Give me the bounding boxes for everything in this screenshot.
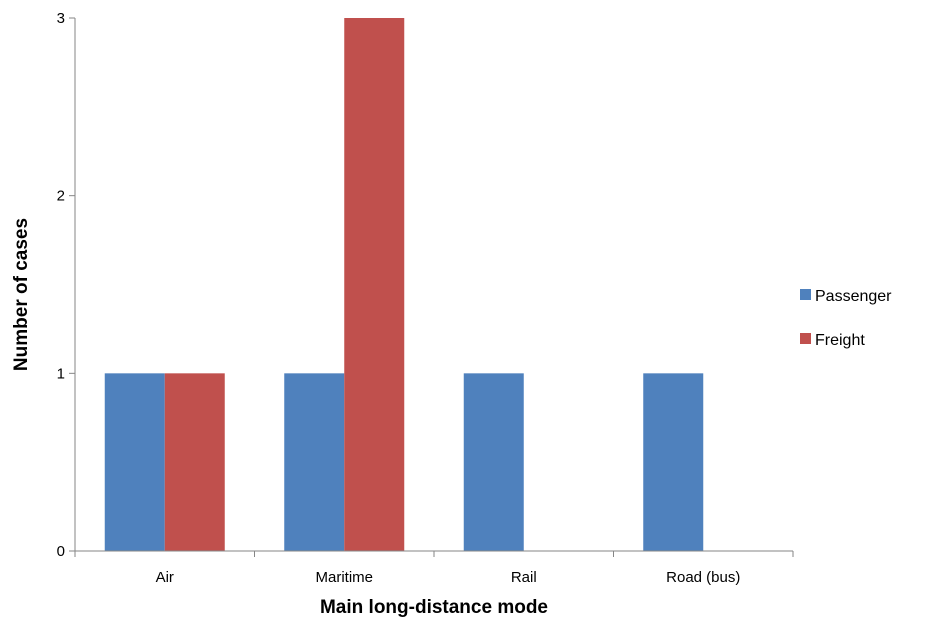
y-ticks-group: 0 1 2 3: [57, 10, 75, 560]
legend-swatch-passenger: [800, 289, 811, 300]
bar-freight-air: [164, 373, 225, 551]
bar-passenger-road-bus: [643, 373, 704, 551]
x-axis-title: Main long-distance mode: [320, 597, 548, 618]
x-tick-label: Maritime: [315, 569, 373, 586]
legend-label-passenger: Passenger: [815, 288, 892, 305]
x-ticks-group: Air Maritime Rail Road (bus): [74, 551, 794, 586]
y-axis-title: Number of cases: [11, 218, 32, 371]
legend: Passenger Freight: [800, 288, 892, 349]
y-tick-label: 2: [57, 188, 65, 205]
y-tick-label: 3: [57, 10, 65, 27]
bar-freight-maritime: [344, 18, 405, 551]
legend-swatch-freight: [800, 333, 811, 344]
legend-label-freight: Freight: [815, 332, 865, 349]
bar-passenger-maritime: [284, 373, 345, 551]
bar-passenger-air: [104, 373, 165, 551]
x-tick-label: Road (bus): [666, 569, 740, 586]
y-tick-label: 1: [57, 365, 65, 382]
x-tick-label: Air: [156, 569, 174, 586]
y-tick-label: 0: [57, 543, 65, 560]
x-tick-label: Rail: [511, 569, 537, 586]
bar-passenger-rail: [463, 373, 524, 551]
bars-group: [104, 18, 704, 551]
